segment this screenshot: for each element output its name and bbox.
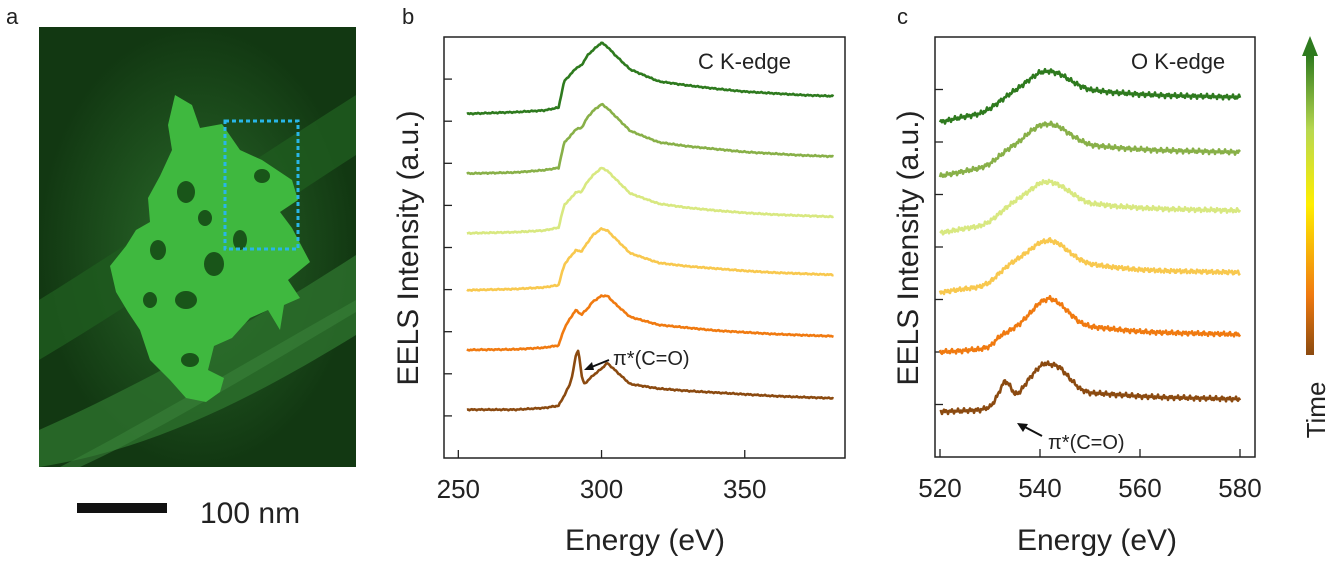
chart-b-annotation: C K-edge <box>698 49 791 74</box>
x-tick-label: 250 <box>437 474 480 504</box>
spectrum-line <box>466 102 834 176</box>
chart-b-frame <box>443 36 846 459</box>
chart-b-x-ticks: 250 300 350 <box>437 450 766 504</box>
chart-c-y-ticks <box>935 88 943 406</box>
chart-c-peak-label: π*(C=O) <box>1048 432 1125 454</box>
chart-o-k-edge: 520 540 560 580 O K-edge π*(C=O) Energy (eV… <box>892 36 1262 557</box>
spectrum-line <box>466 166 834 235</box>
spectrum-line <box>938 67 1242 125</box>
x-tick-label: 580 <box>1218 473 1261 503</box>
chart-c-series <box>938 67 1242 416</box>
scale-bar-label: 100 nm <box>200 497 300 530</box>
chart-b-peak-arrowhead <box>584 362 594 370</box>
chart-c-k-edge: 250 300 350 C K-edge π*(C=O) Energy (eV) E… <box>392 36 846 557</box>
time-colorbar-bar <box>1306 55 1314 355</box>
chart-c-annotation: O K-edge <box>1131 49 1225 74</box>
time-arrow-head <box>1302 36 1318 56</box>
spectrum-line <box>938 237 1241 296</box>
selection-box <box>223 119 300 251</box>
chart-c-peak-arrowhead <box>1017 423 1028 432</box>
time-colorbar: Time <box>1301 36 1331 438</box>
panel-label-b: b <box>402 4 414 29</box>
chart-c-x-ticks: 520 540 560 580 <box>918 449 1262 503</box>
x-tick-label: 560 <box>1118 473 1161 503</box>
spectrum-line <box>938 120 1241 178</box>
particle-pores <box>143 169 270 367</box>
x-tick-label: 520 <box>918 473 961 503</box>
spectrum-line <box>466 294 834 352</box>
spectrum-line <box>466 349 834 412</box>
x-tick-label: 300 <box>580 474 623 504</box>
micrograph <box>39 27 356 467</box>
x-tick-label: 540 <box>1018 473 1061 503</box>
chart-b-series <box>466 41 835 412</box>
spectrum-line <box>938 294 1242 356</box>
spectrum-line <box>466 41 835 116</box>
spectrum-line <box>939 178 1242 236</box>
chart-c-ylabel: EELS Intensity (a.u.) <box>892 110 925 385</box>
chart-b-xlabel: Energy (eV) <box>565 524 725 557</box>
spectrum-line <box>939 360 1242 416</box>
scale-bar <box>77 503 167 513</box>
chart-b-peak-label: π*(C=O) <box>613 348 690 370</box>
chart-c-xlabel: Energy (eV) <box>1017 524 1177 557</box>
time-colorbar-label: Time <box>1301 382 1331 439</box>
panel-label-c: c <box>897 4 908 29</box>
chart-b-ylabel: EELS Intensity (a.u.) <box>392 110 425 385</box>
chart-b-y-ticks <box>444 78 452 417</box>
chart-c-peak-arrow <box>1022 425 1043 437</box>
spectrum-line <box>466 227 834 292</box>
x-tick-label: 350 <box>723 474 766 504</box>
panel-label-a: a <box>6 4 19 29</box>
